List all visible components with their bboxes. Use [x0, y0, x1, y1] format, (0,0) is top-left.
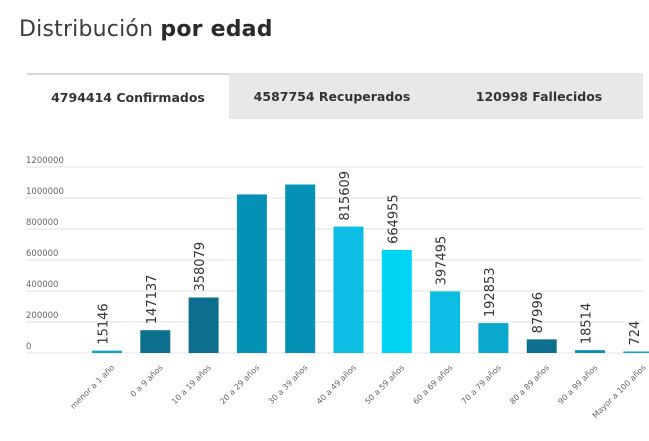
bar [575, 350, 605, 353]
bar [623, 351, 649, 353]
y-tick-label: 1200000 [26, 156, 64, 166]
bar [92, 350, 122, 353]
bar [526, 339, 557, 353]
x-category-label: 70 a 79 años [460, 363, 503, 406]
bar-value-label: 15146 [97, 303, 112, 344]
tab-fallecidos[interactable]: 120998 Fallecidos [475, 88, 603, 104]
title-prefix: Distribución [19, 17, 154, 42]
bar-value-label: 397495 [435, 236, 450, 286]
x-category-label: 30 a 39 años [267, 363, 310, 406]
x-category-label: 90 a 99 años [556, 363, 599, 406]
y-tick-label: 600000 [26, 249, 58, 259]
x-category-label: 80 a 89 años [508, 363, 551, 406]
x-category-label: menor a 1 año [69, 363, 117, 411]
x-category-label: 50 a 59 años [363, 363, 406, 406]
x-category-label: 60 a 69 años [411, 363, 454, 406]
title-bold: por edad [160, 17, 273, 42]
bar-value-label: 724 [628, 321, 643, 346]
tab-recuperados[interactable]: 4587754 Recuperados [253, 88, 411, 104]
bar-value-label: 87996 [531, 292, 546, 333]
bar-value-label: 192853 [483, 267, 498, 317]
bar [478, 323, 509, 353]
x-category-label: 0 a 9 años [129, 363, 165, 399]
bar [381, 249, 412, 353]
bar-value-label: 815609 [338, 171, 353, 221]
x-category-label: 20 a 29 años [218, 363, 261, 406]
y-tick-label: 1000000 [26, 187, 64, 197]
y-tick-label: 200000 [26, 311, 58, 321]
bar [430, 291, 461, 353]
bar [140, 330, 171, 353]
y-tick-label: 0 [26, 342, 31, 352]
y-tick-label: 400000 [26, 280, 58, 290]
tab-confirmados[interactable]: 4794414 Confirmados [27, 73, 229, 119]
bar-value-label: 147137 [145, 275, 160, 325]
y-tick-label: 800000 [26, 218, 58, 228]
bar-value-label: 664955 [386, 194, 401, 244]
bar-value-label: 18514 [580, 303, 595, 344]
page-title: Distribución por edad [19, 17, 273, 42]
tab-bar: 4794414 Confirmados 4587754 Recuperados … [27, 73, 643, 119]
x-category-label: 40 a 49 años [315, 363, 358, 406]
x-category-label: Mayor a 100 años [591, 363, 648, 420]
bar [236, 194, 267, 353]
bar [285, 184, 316, 353]
bar-value-label: 358079 [193, 242, 208, 292]
bar [188, 297, 219, 353]
bar [333, 226, 364, 353]
x-category-label: 10 a 19 años [170, 363, 213, 406]
